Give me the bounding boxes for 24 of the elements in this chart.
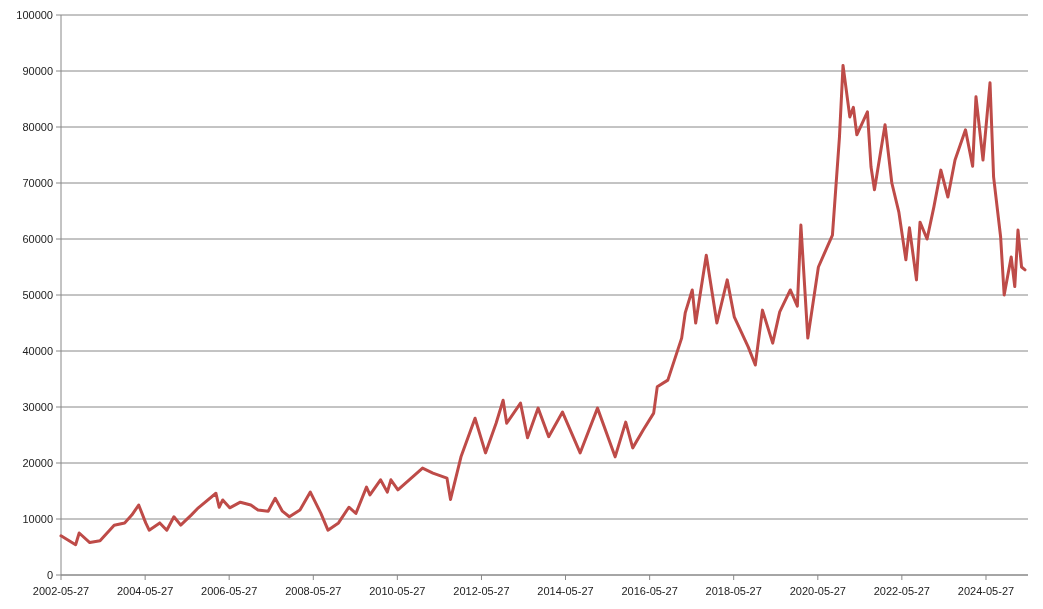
- y-tick-label: 20000: [22, 456, 53, 469]
- line-series: [59, 63, 1027, 547]
- x-tick-label: 2016-05-27: [621, 585, 678, 597]
- y-tick-label: 90000: [22, 64, 53, 77]
- y-tick-label: 50000: [22, 288, 53, 301]
- x-tick-label: 2014-05-27: [537, 585, 594, 597]
- y-tick-label: 0: [46, 568, 53, 581]
- x-tick-label: 2002-05-27: [32, 585, 90, 597]
- x-tick-label: 2024-05-27: [957, 585, 1015, 597]
- y-tick-label: 80000: [22, 120, 53, 133]
- x-tick-label: 2022-05-27: [873, 585, 930, 597]
- x-tick-label: 2010-05-27: [369, 585, 426, 597]
- x-tick-label: 2012-05-27: [453, 585, 510, 597]
- y-tick-label: 10000: [22, 512, 53, 525]
- y-tick-label: 60000: [22, 232, 53, 245]
- y-tick-label: 40000: [22, 344, 53, 357]
- x-tick-label: 2020-05-27: [789, 585, 846, 597]
- x-tick-label: 2018-05-27: [705, 585, 762, 597]
- y-tick-label: 100000: [16, 8, 53, 21]
- y-tick-label: 30000: [22, 400, 53, 413]
- x-tick-label: 2004-05-27: [117, 585, 174, 597]
- x-tick-label: 2006-05-27: [201, 585, 258, 597]
- x-tick-label: 2008-05-27: [285, 585, 342, 597]
- y-tick-label: 70000: [22, 176, 53, 189]
